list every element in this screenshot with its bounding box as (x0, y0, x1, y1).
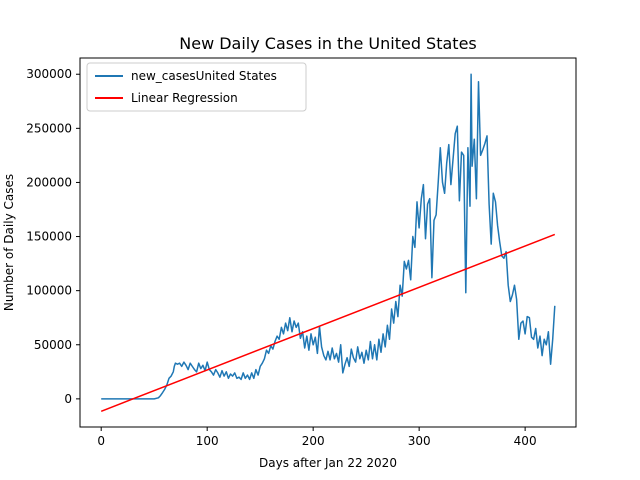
x-tick-label: 100 (196, 434, 219, 448)
y-tick-label: 300000 (26, 67, 72, 81)
x-tick-label: 0 (97, 434, 105, 448)
y-tick-label: 50000 (34, 338, 72, 352)
y-tick-label: 0 (64, 392, 72, 406)
x-tick-label: 300 (408, 434, 431, 448)
y-tick-label: 100000 (26, 284, 72, 298)
x-tick-label: 200 (302, 434, 325, 448)
axes-frame (79, 57, 577, 428)
y-tick-label: 250000 (26, 121, 72, 135)
y-tick-label: 200000 (26, 175, 72, 189)
y-tick-label: 150000 (26, 230, 72, 244)
legend-box (86, 62, 307, 112)
chart-title: New Daily Cases in the United States (179, 34, 477, 53)
legend-label-cases: new_casesUnited States (131, 69, 277, 83)
legend: new_casesUnited States Linear Regression (86, 62, 307, 112)
x-tick-label: 400 (514, 434, 537, 448)
ticks-layer: 0 100 200 300 400 0 50000 100000 150000 200000 250… (26, 67, 536, 448)
series-line-cases (101, 73, 556, 400)
x-axis-label: Days after Jan 22 2020 (259, 456, 397, 470)
legend-label-regression: Linear Regression (131, 91, 238, 105)
series-layer (100, 73, 556, 412)
series-line-regression (100, 233, 556, 412)
y-axis-label: Number of Daily Cases (2, 174, 16, 311)
